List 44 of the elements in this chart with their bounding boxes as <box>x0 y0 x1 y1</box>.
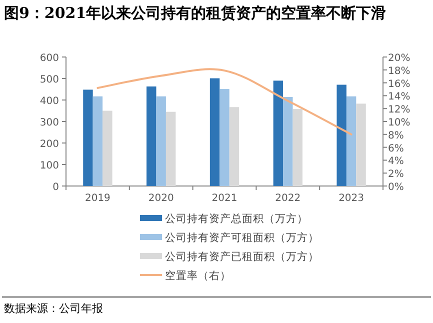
bar <box>83 90 93 186</box>
y-tick-label: 200 <box>40 139 59 150</box>
x-tick-label: 2022 <box>275 193 301 204</box>
annotation: 数据来源：公司年报 <box>4 302 103 315</box>
title: 图9：2021年以来公司持有的租赁资产的空置率不断下滑 <box>4 4 386 22</box>
y2-tick-label: 0% <box>388 182 404 193</box>
y2-tick-label: 2% <box>388 169 404 180</box>
y2-tick-label: 20% <box>388 53 410 64</box>
legend-label: 公司持有资产总面积（万方） <box>165 212 308 225</box>
legend-label: 公司持有资产已租面积（万方） <box>165 250 319 263</box>
legend-label: 公司持有资产可租面积（万方） <box>165 231 319 244</box>
x-tick-label: 2021 <box>212 193 238 204</box>
bar <box>166 112 176 186</box>
y2-tick-label: 12% <box>388 104 410 116</box>
y2-tick-label: 4% <box>388 156 404 168</box>
y-tick-label: 300 <box>40 118 59 128</box>
y-tick-label: 600 <box>40 53 59 64</box>
x-tick-label: 2020 <box>148 193 174 204</box>
y-tick-label: 400 <box>40 96 59 107</box>
x-tick-label: 2019 <box>84 193 110 204</box>
y-tick-label: 0 <box>52 182 59 193</box>
bar <box>292 109 302 186</box>
bar <box>356 104 366 186</box>
bar <box>346 96 356 186</box>
y2-tick-label: 10% <box>388 118 410 128</box>
y2-tick-label: 6% <box>388 143 404 154</box>
y2-tick-label: 16% <box>388 78 410 90</box>
bar <box>336 84 346 186</box>
y2-tick-label: 18% <box>388 66 410 77</box>
bar <box>92 96 103 186</box>
bar <box>102 110 112 186</box>
bar <box>146 86 156 186</box>
legend-label: 空置率（右） <box>165 269 231 282</box>
bar <box>210 78 220 186</box>
bar <box>156 96 166 186</box>
bar <box>220 89 230 186</box>
x-tick-label: 2023 <box>338 193 364 204</box>
y-tick-label: 500 <box>40 74 59 86</box>
y-tick-label: 100 <box>40 160 59 172</box>
bar <box>229 107 240 186</box>
y2-tick-label: 8% <box>388 130 404 142</box>
bar <box>283 96 293 186</box>
bar <box>273 80 284 186</box>
y2-tick-label: 14% <box>388 92 410 103</box>
